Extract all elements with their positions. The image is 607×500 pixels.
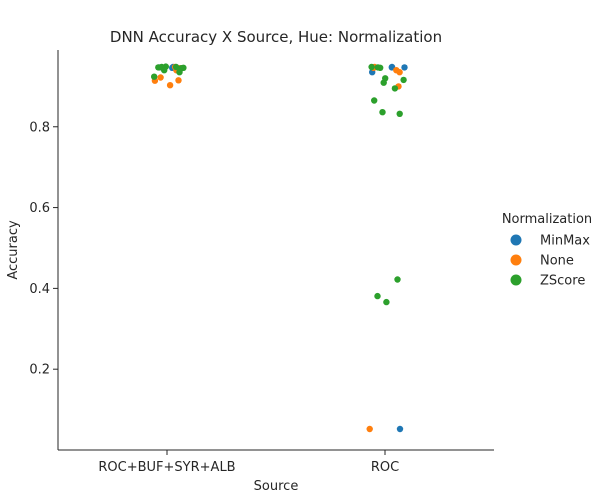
data-point-none bbox=[166, 82, 174, 89]
y-tick-label: 0.4 bbox=[29, 282, 50, 297]
data-point-zscore bbox=[380, 79, 387, 86]
plot-area bbox=[151, 63, 408, 433]
data-point-zscore bbox=[176, 69, 183, 76]
x-tick-label: ROC bbox=[371, 460, 399, 475]
x-axis-ticks: ROC+BUF+SYR+ALB ROC bbox=[98, 450, 399, 475]
data-point-zscore bbox=[374, 292, 381, 300]
legend-label-minmax: MinMax bbox=[540, 234, 590, 249]
legend-marker-none bbox=[510, 254, 522, 266]
data-point-minmax bbox=[401, 64, 408, 71]
data-point-minmax bbox=[396, 425, 404, 433]
legend-label-zscore: ZScore bbox=[540, 274, 585, 289]
data-point-zscore bbox=[172, 63, 180, 71]
data-point-zscore bbox=[371, 97, 378, 104]
legend-marker-zscore bbox=[510, 274, 522, 286]
data-point-zscore bbox=[396, 110, 403, 118]
data-point-none bbox=[157, 74, 164, 81]
y-tick-label: 0.6 bbox=[29, 201, 50, 216]
x-tick-label: ROC+BUF+SYR+ALB bbox=[98, 460, 235, 475]
data-point-none bbox=[396, 69, 403, 76]
x-axis-title: Source bbox=[254, 479, 299, 494]
legend-label-none: None bbox=[540, 254, 574, 269]
data-point-zscore bbox=[394, 276, 401, 283]
data-point-zscore bbox=[161, 67, 168, 74]
data-point-zscore bbox=[391, 85, 399, 92]
data-point-none bbox=[175, 77, 182, 84]
legend: Normalization MinMax None ZScore bbox=[502, 212, 592, 289]
y-axis-ticks: 0.2 0.4 0.6 0.8 bbox=[29, 120, 58, 378]
data-point-none bbox=[366, 425, 373, 433]
chart-title: DNN Accuracy X Source, Hue: Normalizatio… bbox=[110, 28, 442, 46]
y-tick-label: 0.8 bbox=[29, 120, 50, 135]
data-point-zscore bbox=[151, 73, 158, 80]
data-point-zscore bbox=[383, 298, 390, 306]
data-point-zscore bbox=[377, 64, 384, 72]
data-point-zscore bbox=[379, 109, 386, 116]
legend-title: Normalization bbox=[502, 212, 592, 227]
legend-marker-minmax bbox=[510, 234, 522, 246]
data-point-zscore bbox=[400, 76, 407, 84]
y-tick-label: 0.2 bbox=[29, 363, 50, 378]
y-axis-title: Accuracy bbox=[6, 220, 21, 280]
data-point-zscore bbox=[368, 63, 375, 71]
